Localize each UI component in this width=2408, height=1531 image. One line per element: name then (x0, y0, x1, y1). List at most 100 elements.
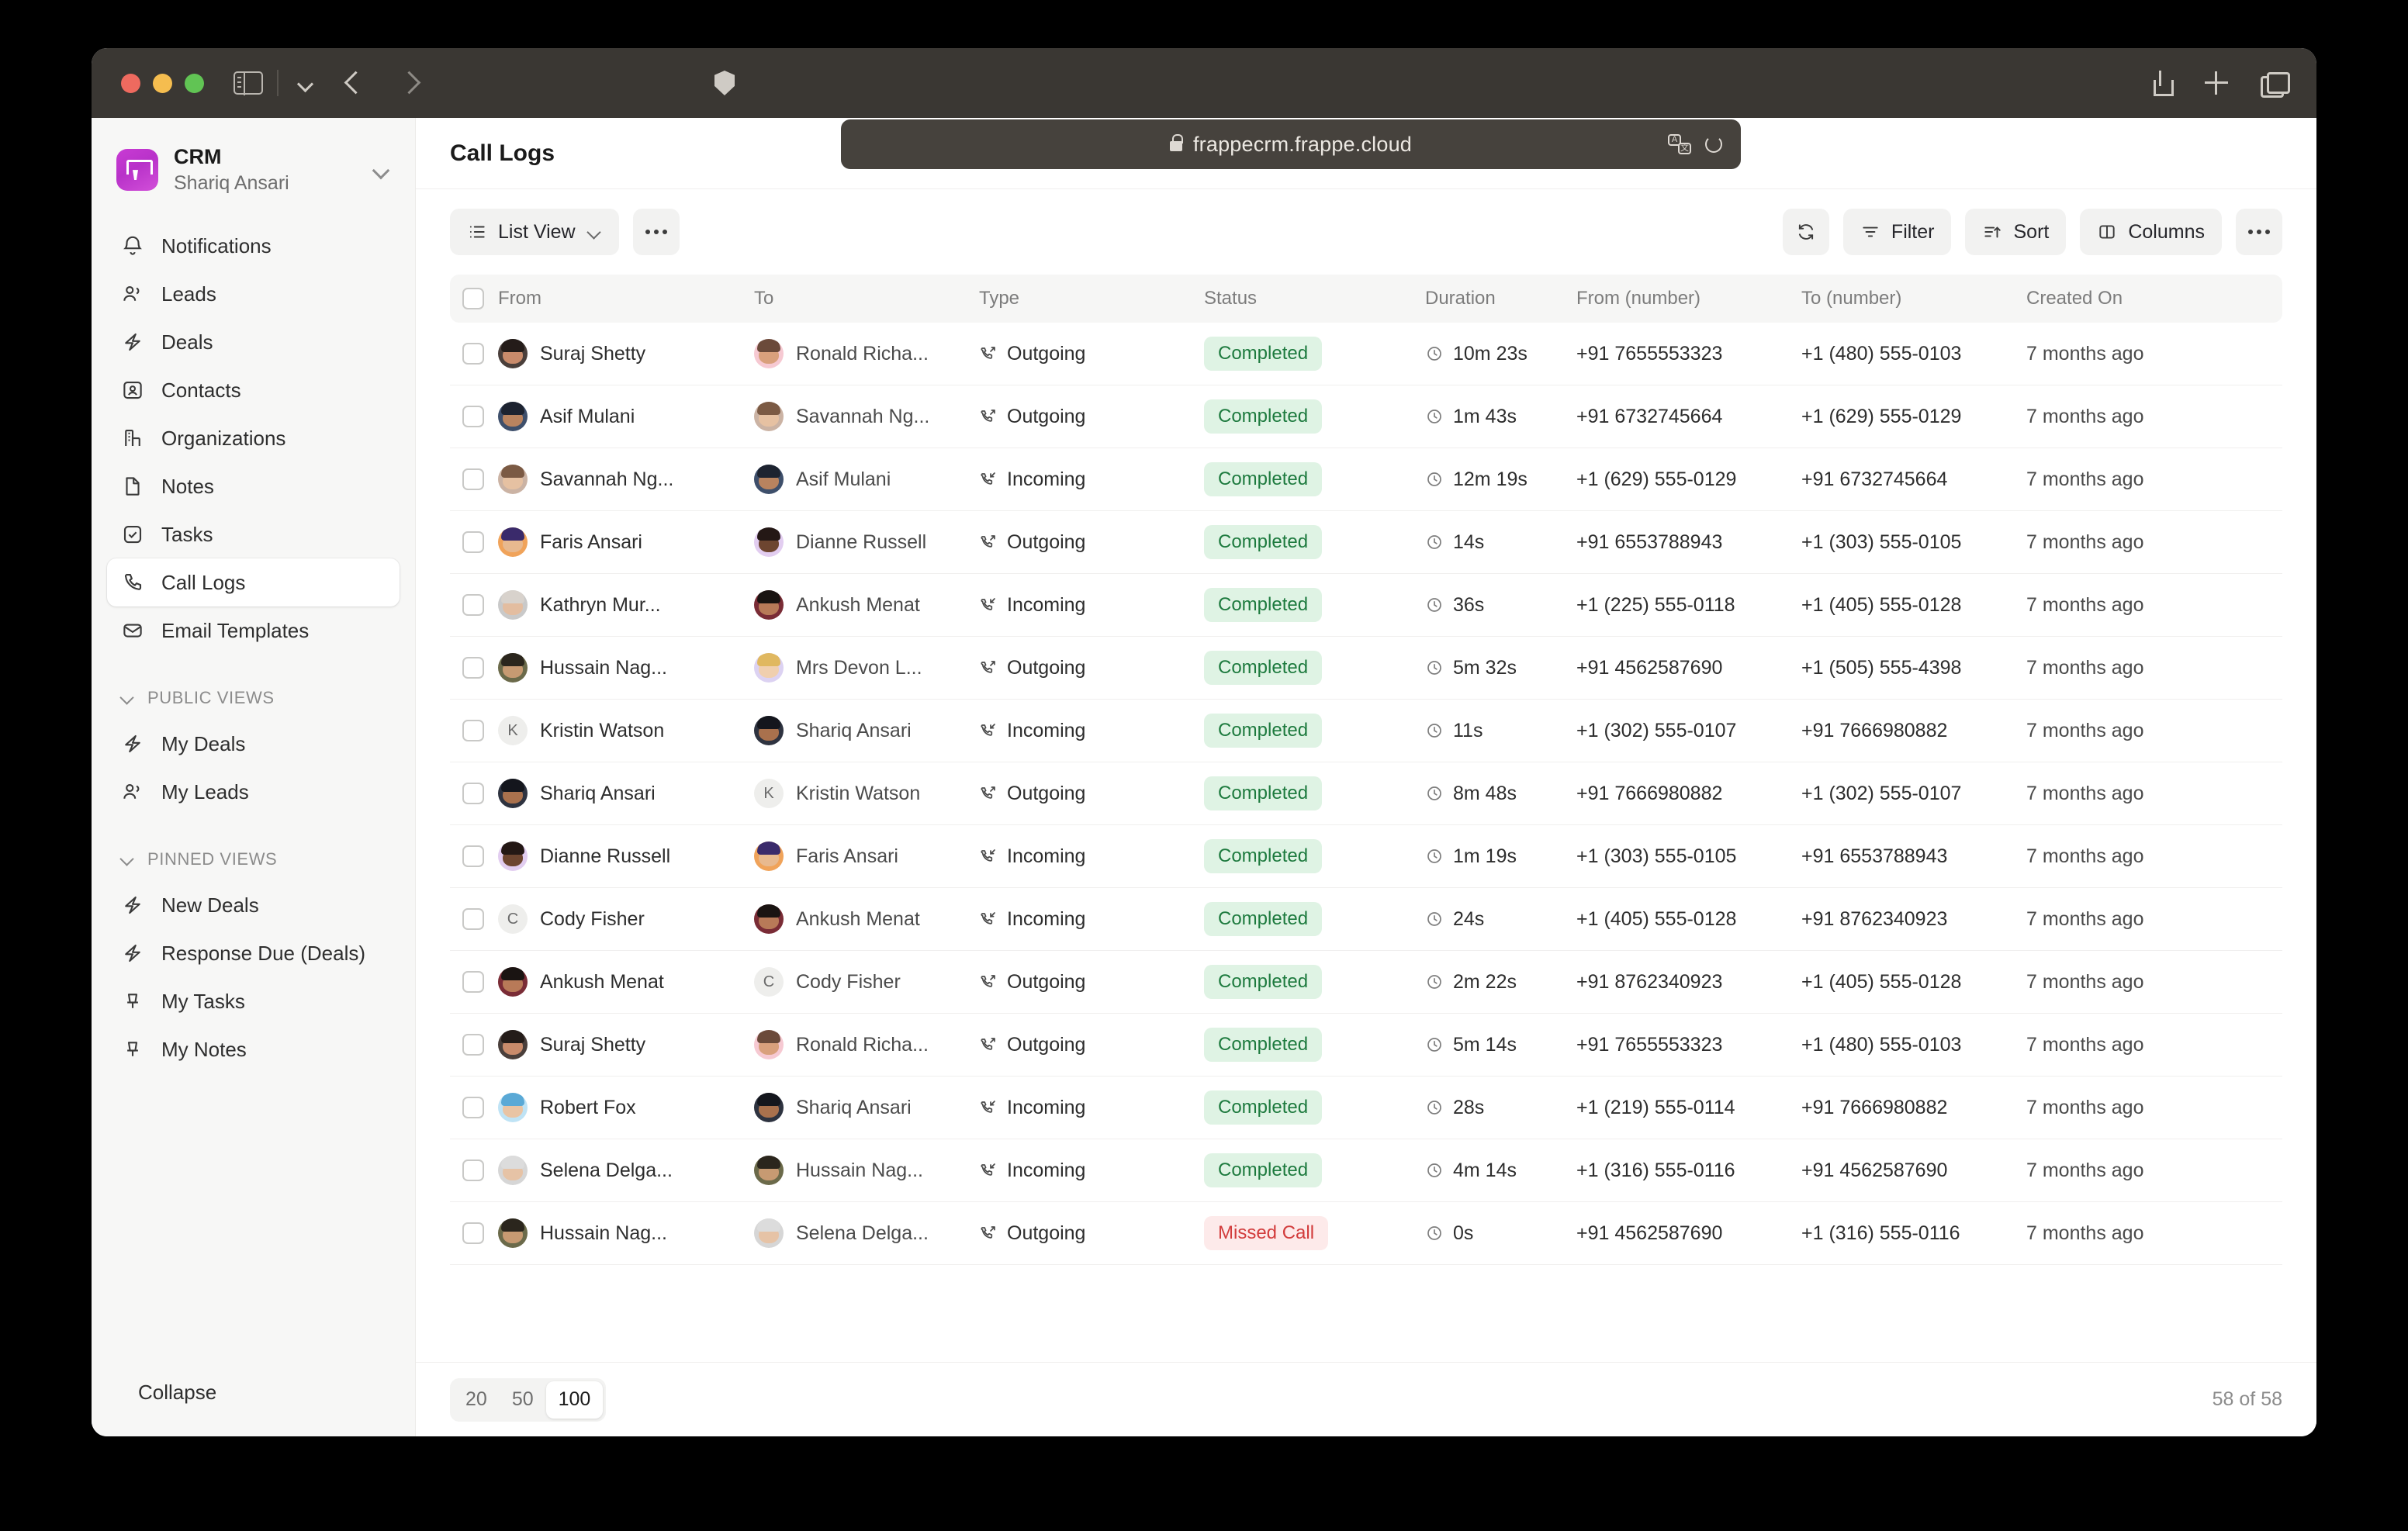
cell-from[interactable]: Savannah Ng... (498, 465, 754, 494)
row-checkbox[interactable] (462, 406, 498, 427)
table-row[interactable]: C Cody Fisher Ankush Menat Incoming Complete… (450, 888, 2282, 951)
chevron-down-icon[interactable] (296, 73, 316, 93)
back-arrow-icon[interactable] (336, 65, 372, 101)
cell-to[interactable]: Ronald Richa... (754, 1030, 979, 1059)
row-checkbox[interactable] (462, 1034, 498, 1056)
page-size-20[interactable]: 20 (465, 1388, 487, 1410)
maximize-window-button[interactable] (185, 73, 204, 93)
refresh-button[interactable] (1782, 209, 1829, 255)
table-row[interactable]: Ankush Menat C Cody Fisher Outgoing Complete… (450, 951, 2282, 1014)
column-header-to-number[interactable]: To (number) (1801, 288, 1902, 309)
page-size-50[interactable]: 50 (511, 1388, 534, 1410)
row-checkbox[interactable] (462, 594, 498, 616)
cell-to[interactable]: Asif Mulani (754, 465, 979, 494)
share-icon[interactable] (2150, 70, 2174, 96)
workspace-switcher[interactable]: CRM Shariq Ansari (107, 135, 400, 205)
cell-from[interactable]: Suraj Shetty (498, 339, 754, 368)
cell-to[interactable]: Shariq Ansari (754, 716, 979, 745)
column-header-from[interactable]: From (498, 288, 541, 309)
sidebar-item-notifications[interactable]: Notifications (107, 222, 400, 270)
section-pinned-views[interactable]: PINNED VIEWS (107, 838, 400, 881)
minimize-window-button[interactable] (153, 73, 172, 93)
table-row[interactable]: Savannah Ng... Asif Mulani Incoming Complet… (450, 448, 2282, 511)
row-checkbox[interactable] (462, 720, 498, 741)
row-checkbox[interactable] (462, 343, 498, 365)
cell-from[interactable]: Selena Delga... (498, 1156, 754, 1185)
cell-to[interactable]: Dianne Russell (754, 527, 979, 557)
row-checkbox[interactable] (462, 1159, 498, 1181)
cell-from[interactable]: Suraj Shetty (498, 1030, 754, 1059)
chevron-down-icon[interactable] (372, 161, 390, 179)
collapse-sidebar-button[interactable]: Collapse (107, 1368, 400, 1416)
cell-from[interactable]: Faris Ansari (498, 527, 754, 557)
sidebar-item-my-notes[interactable]: My Notes (107, 1025, 400, 1073)
table-row[interactable]: Faris Ansari Dianne Russell Outgoing Comple… (450, 511, 2282, 574)
cell-to[interactable]: Selena Delga... (754, 1218, 979, 1248)
sidebar-toggle-icon[interactable] (234, 71, 263, 95)
table-row[interactable]: Kathryn Mur... Ankush Menat Incoming Comple… (450, 574, 2282, 637)
cell-from[interactable]: Hussain Nag... (498, 1218, 754, 1248)
table-row[interactable]: Suraj Shetty Ronald Richa... Outgoing Compl… (450, 323, 2282, 385)
cell-to[interactable]: Savannah Ng... (754, 402, 979, 431)
view-selector-button[interactable]: List View (450, 209, 619, 255)
close-window-button[interactable] (121, 73, 140, 93)
row-checkbox[interactable] (462, 783, 498, 804)
cell-from[interactable]: Robert Fox (498, 1093, 754, 1122)
cell-to[interactable]: C Cody Fisher (754, 967, 979, 997)
sort-button[interactable]: Sort (1965, 209, 2067, 255)
sidebar-item-email-templates[interactable]: Email Templates (107, 607, 400, 655)
sidebar-item-tasks[interactable]: Tasks (107, 510, 400, 558)
column-header-duration[interactable]: Duration (1425, 288, 1496, 309)
page-size-100[interactable]: 100 (545, 1381, 604, 1419)
row-checkbox[interactable] (462, 1222, 498, 1244)
table-row[interactable]: Asif Mulani Savannah Ng... Outgoing Complet… (450, 385, 2282, 448)
cell-to[interactable]: Hussain Nag... (754, 1156, 979, 1185)
columns-button[interactable]: Columns (2080, 209, 2222, 255)
column-header-to[interactable]: To (754, 288, 774, 309)
column-header-type[interactable]: Type (979, 288, 1020, 309)
filter-button[interactable]: Filter (1842, 209, 1952, 255)
row-checkbox[interactable] (462, 1097, 498, 1118)
cell-to[interactable]: Shariq Ansari (754, 1093, 979, 1122)
section-public-views[interactable]: PUBLIC VIEWS (107, 676, 400, 720)
table-row[interactable]: K Kristin Watson Shariq Ansari Incoming Comp… (450, 700, 2282, 762)
cell-from[interactable]: Hussain Nag... (498, 653, 754, 683)
cell-to[interactable]: Ankush Menat (754, 590, 979, 620)
page-size-selector[interactable]: 20 50 100 (450, 1377, 607, 1422)
column-header-status[interactable]: Status (1204, 288, 1258, 309)
cell-to[interactable]: Mrs Devon L... (754, 653, 979, 683)
sidebar-item-my-tasks[interactable]: My Tasks (107, 977, 400, 1025)
row-checkbox[interactable] (462, 908, 498, 930)
sidebar-item-notes[interactable]: Notes (107, 462, 400, 510)
tab-overview-icon[interactable] (2261, 72, 2290, 98)
row-checkbox[interactable] (462, 845, 498, 867)
sidebar-item-leads[interactable]: Leads (107, 270, 400, 318)
sidebar-item-deals[interactable]: Deals (107, 318, 400, 366)
sidebar-item-call-logs[interactable]: Call Logs (107, 558, 400, 607)
toolbar-more-button[interactable] (2236, 209, 2282, 255)
cell-from[interactable]: Shariq Ansari (498, 779, 754, 808)
window-traffic-lights[interactable] (121, 73, 204, 93)
table-row[interactable]: Suraj Shetty Ronald Richa... Outgoing Compl… (450, 1014, 2282, 1077)
select-all-checkbox[interactable] (462, 288, 498, 309)
plus-icon[interactable] (2205, 71, 2228, 95)
cell-to[interactable]: K Kristin Watson (754, 779, 979, 808)
reload-icon[interactable] (1704, 134, 1724, 154)
cell-to[interactable]: Faris Ansari (754, 842, 979, 871)
sidebar-item-contacts[interactable]: Contacts (107, 366, 400, 414)
cell-to[interactable]: Ankush Menat (754, 904, 979, 934)
column-header-created-on[interactable]: Created On (2026, 288, 2123, 309)
cell-from[interactable]: K Kristin Watson (498, 716, 754, 745)
table-row[interactable]: Shariq Ansari K Kristin Watson Outgoing Comp… (450, 762, 2282, 825)
cell-to[interactable]: Ronald Richa... (754, 339, 979, 368)
sidebar-item-new-deals[interactable]: New Deals (107, 881, 400, 929)
sidebar-item-response-due-deals[interactable]: Response Due (Deals) (107, 929, 400, 977)
sidebar-item-my-leads[interactable]: My Leads (107, 768, 400, 816)
sidebar-item-my-deals[interactable]: My Deals (107, 720, 400, 768)
column-header-from-number[interactable]: From (number) (1576, 288, 1701, 309)
table-row[interactable]: Dianne Russell Faris Ansari Incoming Comple… (450, 825, 2282, 888)
table-row[interactable]: Selena Delga... Hussain Nag... Incoming Com… (450, 1139, 2282, 1202)
cell-from[interactable]: C Cody Fisher (498, 904, 754, 934)
row-checkbox[interactable] (462, 971, 498, 993)
